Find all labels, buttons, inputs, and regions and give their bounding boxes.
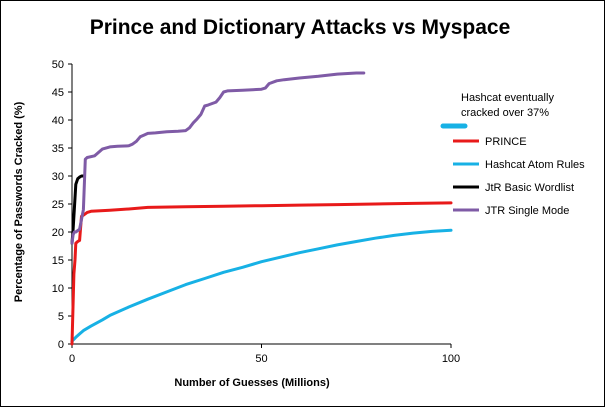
y-tick-label: 5 [58, 311, 64, 323]
y-tick-label: 10 [52, 283, 64, 295]
series-line-hashcat-atom-rules [70, 228, 453, 343]
x-tick-label: 100 [442, 353, 460, 365]
legend-label: JtR Basic Wordlist [485, 182, 574, 194]
y-tick-label: 35 [52, 143, 64, 155]
y-ticks: 0 5 10 15 20 25 30 35 40 45 50 [52, 59, 72, 351]
x-tick-label: 50 [255, 353, 267, 365]
annotation-line-1: Hashcat eventually [461, 92, 554, 104]
x-ticks: 0 50 100 [69, 344, 460, 365]
x-axis-title: Number of Guesses (Millions) [174, 377, 330, 389]
y-tick-label: 30 [52, 171, 64, 183]
legend: PRINCE Hashcat Atom Rules JtR Basic Wordli… [453, 136, 585, 217]
annotation: Hashcat eventually cracked over 37% [440, 92, 554, 129]
y-tick-label: 20 [52, 227, 64, 239]
y-tick-label: 50 [52, 59, 64, 71]
y-tick-label: 45 [52, 87, 64, 99]
series-line-prince [70, 201, 453, 346]
annotation-line-2: cracked over 37% [461, 107, 549, 119]
y-axis-title: Percentage of Passwords Cracked (%) [13, 101, 25, 302]
series-line-jtr-single-mode [70, 71, 366, 245]
y-tick-label: 40 [52, 115, 64, 127]
legend-label: PRINCE [485, 136, 527, 148]
y-tick-label: 25 [52, 199, 64, 211]
plot-lines [70, 71, 453, 346]
legend-label: JTR Single Mode [485, 205, 569, 217]
series-line-jtr-basic-wordlist [70, 174, 85, 245]
x-tick-label: 0 [69, 353, 75, 365]
y-tick-label: 15 [52, 255, 64, 267]
legend-label: Hashcat Atom Rules [485, 159, 585, 171]
chart-title: Prince and Dictionary Attacks vs Myspace [90, 16, 511, 39]
y-tick-label: 0 [58, 339, 64, 351]
